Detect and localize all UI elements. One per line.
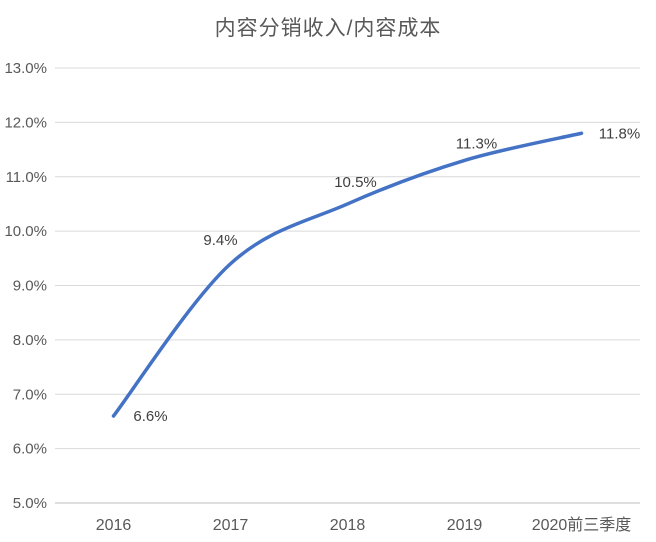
y-axis-tick-label: 9.0% [13, 278, 47, 295]
data-point-label: 9.4% [203, 232, 237, 249]
y-axis-tick-label: 7.0% [13, 386, 47, 403]
data-point-label: 11.8% [599, 125, 640, 142]
y-axis-tick-label: 10.0% [4, 223, 47, 240]
y-axis-tick-label: 13.0% [4, 60, 47, 77]
y-axis-tick-label: 12.0% [4, 114, 47, 131]
data-point-label: 10.5% [334, 174, 377, 191]
y-axis-tick-label: 5.0% [13, 495, 47, 512]
y-axis-tick-label: 8.0% [13, 332, 47, 349]
data-point-label: 11.3% [456, 135, 497, 152]
data-point-label: 6.6% [133, 408, 167, 425]
y-axis-tick-label: 11.0% [6, 169, 47, 186]
x-axis-tick-label: 2019 [447, 517, 483, 534]
x-axis-tick-label: 2017 [213, 517, 249, 534]
x-axis-tick-label: 2020前三季度 [532, 516, 632, 534]
y-axis-tick-label: 6.0% [13, 441, 47, 458]
chart-title: 内容分销收入/内容成本 [214, 17, 442, 40]
x-axis-tick-label: 2016 [96, 517, 132, 534]
data-series-line [111, 131, 584, 418]
x-axis-tick-label: 2018 [330, 517, 366, 534]
